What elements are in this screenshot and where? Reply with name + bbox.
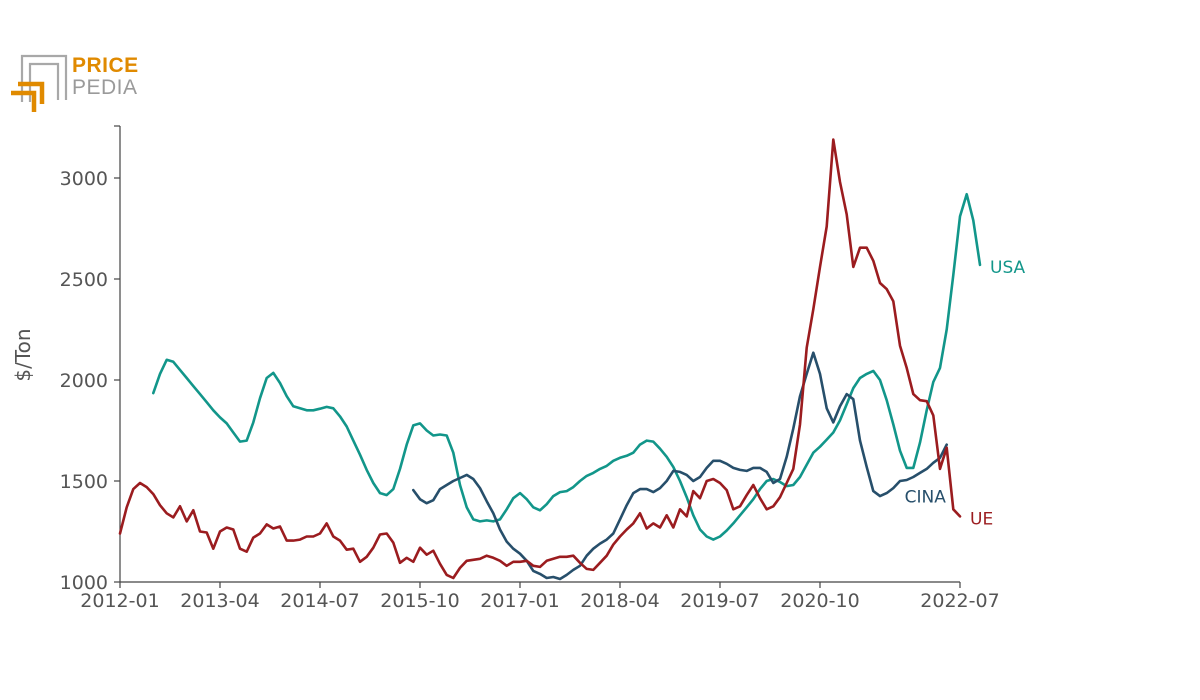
- x-tick-label: 2017-01: [480, 590, 559, 612]
- series-label-cina: CINA: [905, 488, 947, 508]
- y-tick-label: 1000: [60, 572, 108, 594]
- x-tick-label: 2013-04: [180, 590, 259, 612]
- y-tick-label: 1500: [60, 471, 108, 493]
- chart-series-labels: USA CINA UE: [905, 258, 1026, 529]
- series-label-ue: UE: [970, 509, 993, 529]
- x-tick-label: 2019-07: [680, 590, 759, 612]
- y-tick-label: 2000: [60, 370, 108, 392]
- series-line-cina: [412, 351, 948, 581]
- x-tick-label: 2014-07: [280, 590, 359, 612]
- logo-text-price: PRICE: [72, 54, 139, 77]
- x-tick-label: 2018-04: [580, 590, 659, 612]
- x-tick-label: 2015-10: [380, 590, 459, 612]
- series-label-usa: USA: [990, 258, 1026, 278]
- y-tick-label: 2500: [60, 269, 108, 291]
- y-tick-label: 3000: [60, 168, 108, 190]
- x-tick-label: 2022-07: [920, 590, 999, 612]
- logo-text-pedia: PEDIA: [72, 76, 138, 99]
- pricepedia-logo-mark: [11, 54, 68, 112]
- pricepedia-logo: PRICE PEDIA: [8, 52, 148, 114]
- y-axis-label: $/Ton: [11, 328, 35, 381]
- series-line-ue: [118, 138, 962, 580]
- chart-axes: 1000 1500 2000 2500 3000 2012-01 2013-04 2014-0…: [11, 125, 1000, 612]
- chart-series: [118, 138, 982, 581]
- x-tick-label: 2012-01: [80, 590, 159, 612]
- x-tick-label: 2020-10: [780, 590, 859, 612]
- series-line-usa: [152, 192, 982, 541]
